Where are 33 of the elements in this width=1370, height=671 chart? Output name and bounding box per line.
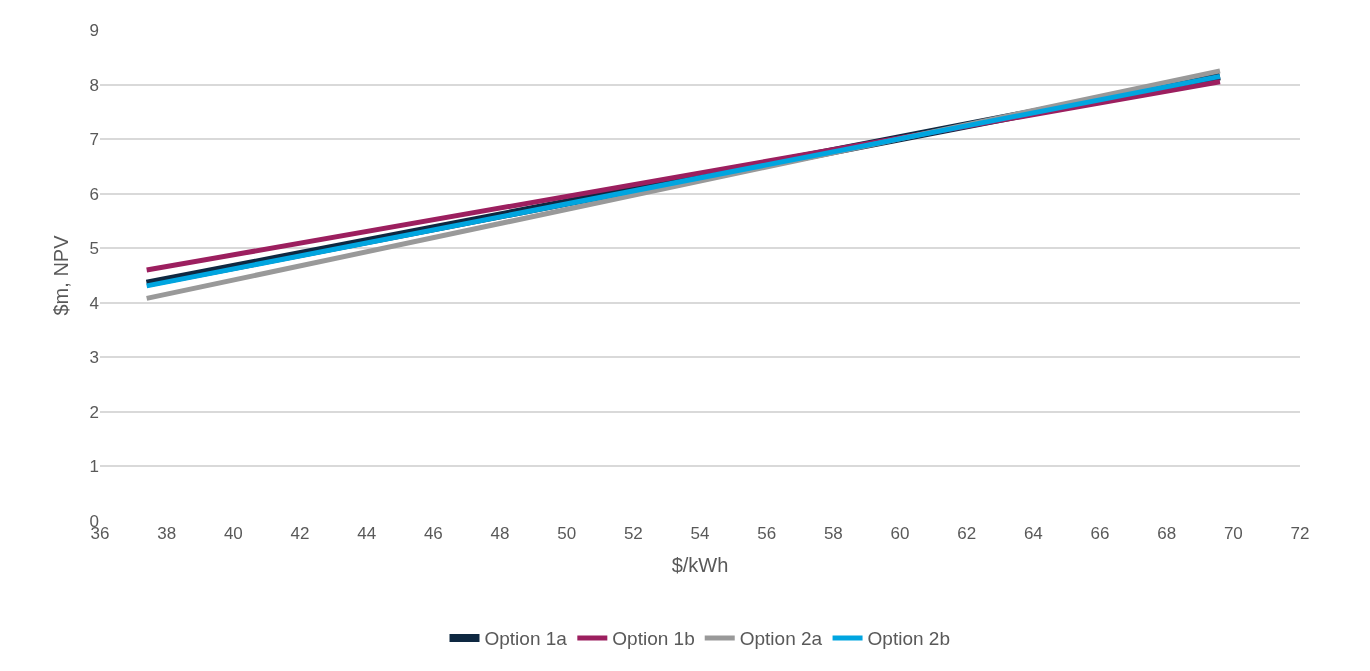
x-tick-label: 42 [290, 524, 310, 543]
x-tick-label: 64 [1023, 524, 1043, 543]
x-tick-label: 68 [1157, 524, 1177, 543]
x-tick-label: 48 [490, 524, 510, 543]
legend-label: Option 2a [739, 628, 823, 650]
y-tick-label: 9 [89, 20, 99, 40]
y-axis-title: $m, NPV [50, 234, 73, 316]
x-tick-label: 66 [1090, 524, 1110, 543]
y-tick-label: 4 [89, 293, 99, 313]
x-tick-label: 58 [823, 524, 843, 543]
x-tick-label: 70 [1223, 524, 1243, 543]
legend-label: Option 2b [867, 628, 950, 650]
y-tick-label: 5 [89, 239, 99, 259]
x-tick-label: 52 [623, 524, 643, 543]
x-tick-label: 60 [890, 524, 910, 543]
x-tick-label: 72 [1290, 524, 1310, 543]
legend-label: Option 1b [612, 628, 695, 650]
x-tick-label: 56 [757, 524, 777, 543]
x-tick-label: 54 [690, 524, 710, 543]
x-tick-label: 62 [957, 524, 977, 543]
x-axis-title: $/kWh [671, 553, 729, 576]
x-tick-label: 50 [557, 524, 577, 543]
y-tick-label: 2 [89, 402, 99, 422]
y-tick-label: 8 [89, 75, 99, 95]
x-tick-label: 46 [423, 524, 443, 543]
legend-label: Option 1a [484, 628, 568, 650]
x-tick-label: 38 [157, 524, 177, 543]
y-tick-label: 7 [89, 130, 99, 150]
x-tick-label: 44 [357, 524, 377, 543]
y-tick-label: 1 [89, 457, 99, 477]
x-tick-label: 40 [223, 524, 243, 543]
y-tick-label: 6 [89, 184, 99, 204]
y-tick-label: 3 [89, 348, 99, 368]
